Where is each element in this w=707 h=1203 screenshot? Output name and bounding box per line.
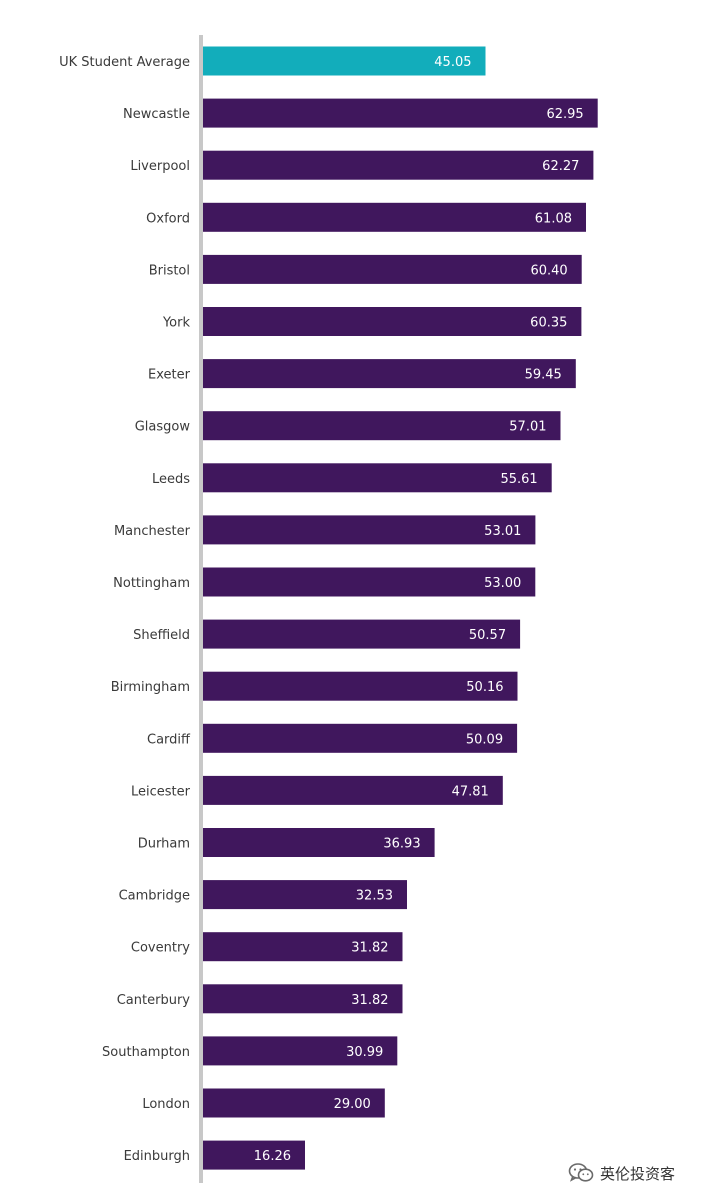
category-label: Sheffield bbox=[133, 628, 190, 643]
bar-leeds bbox=[203, 463, 552, 493]
bar-nottingham bbox=[203, 567, 536, 597]
value-label: 59.45 bbox=[525, 368, 562, 383]
value-label: 36.93 bbox=[383, 837, 420, 852]
bar-glasgow bbox=[203, 411, 561, 441]
category-label: Southampton bbox=[102, 1045, 190, 1060]
bar-york bbox=[203, 307, 582, 336]
bar-exeter bbox=[203, 359, 576, 389]
value-label: 53.01 bbox=[484, 524, 521, 539]
bar-manchester bbox=[203, 515, 536, 545]
value-label: 47.81 bbox=[452, 784, 489, 799]
y-axis-line bbox=[199, 35, 203, 1183]
category-label: Bristol bbox=[149, 263, 190, 278]
value-label: 32.53 bbox=[356, 889, 393, 904]
watermark: 英伦投资客 bbox=[568, 1160, 698, 1186]
category-label: Nottingham bbox=[113, 576, 190, 591]
value-label: 50.57 bbox=[469, 628, 506, 643]
value-label: 53.00 bbox=[484, 576, 521, 591]
value-label: 31.82 bbox=[351, 993, 388, 1008]
category-label: Coventry bbox=[131, 941, 190, 956]
category-label: Oxford bbox=[146, 211, 190, 226]
value-label: 29.00 bbox=[334, 1097, 371, 1112]
category-label: Exeter bbox=[148, 368, 191, 383]
bar-edinburgh bbox=[203, 1140, 305, 1170]
value-label: 50.09 bbox=[466, 732, 503, 747]
bar-oxford bbox=[203, 202, 586, 232]
bar-sheffield bbox=[203, 619, 521, 649]
bar-canterbury bbox=[203, 984, 403, 1014]
bar-bristol bbox=[203, 254, 582, 284]
value-label: 45.05 bbox=[434, 55, 471, 70]
category-label: Canterbury bbox=[117, 993, 191, 1008]
bar-durham bbox=[203, 828, 435, 857]
value-label: 50.16 bbox=[466, 680, 503, 695]
category-label: Manchester bbox=[114, 524, 191, 539]
bars-group bbox=[203, 46, 598, 1170]
wechat-icon bbox=[568, 1163, 594, 1182]
category-labels: UK Student Average Newcastle Liverpool Oxfo… bbox=[59, 55, 191, 1164]
value-label: 61.08 bbox=[535, 211, 572, 226]
value-label: 31.82 bbox=[351, 941, 388, 956]
category-label: Birmingham bbox=[111, 680, 190, 695]
value-labels: 45.05 62.95 62.27 61.08 60.40 60.35 59.45 57.01… bbox=[254, 55, 584, 1164]
category-label: Newcastle bbox=[123, 107, 190, 122]
bar-southampton bbox=[203, 1036, 398, 1066]
value-label: 30.99 bbox=[346, 1045, 383, 1060]
bar-coventry bbox=[203, 932, 403, 962]
bar-birmingham bbox=[203, 671, 518, 701]
bar-cardiff bbox=[203, 723, 518, 753]
value-label: 55.61 bbox=[500, 472, 537, 487]
value-label: 60.40 bbox=[530, 263, 567, 278]
value-label: 57.01 bbox=[509, 420, 546, 435]
bar-leicester bbox=[203, 775, 503, 805]
category-label: Leicester bbox=[131, 784, 191, 799]
category-label: London bbox=[142, 1097, 190, 1112]
value-label: 62.95 bbox=[546, 107, 583, 122]
value-label: 16.26 bbox=[254, 1149, 291, 1164]
category-label: Cardiff bbox=[147, 732, 191, 747]
value-label: 60.35 bbox=[530, 316, 567, 331]
bar-london bbox=[203, 1088, 385, 1118]
category-label: Durham bbox=[138, 837, 190, 852]
category-label: Glasgow bbox=[135, 420, 191, 435]
category-label: York bbox=[162, 316, 191, 331]
bar-newcastle bbox=[203, 98, 598, 128]
watermark-text: 英伦投资客 bbox=[600, 1164, 676, 1183]
category-label: Cambridge bbox=[119, 889, 190, 904]
category-label: UK Student Average bbox=[59, 55, 190, 70]
category-label: Liverpool bbox=[130, 159, 190, 174]
bar-cambridge bbox=[203, 880, 407, 910]
bar-liverpool bbox=[203, 150, 594, 180]
bar-uk-student-average bbox=[203, 46, 486, 76]
value-label: 62.27 bbox=[542, 159, 579, 174]
category-label: Edinburgh bbox=[124, 1149, 190, 1164]
category-label: Leeds bbox=[152, 472, 190, 487]
